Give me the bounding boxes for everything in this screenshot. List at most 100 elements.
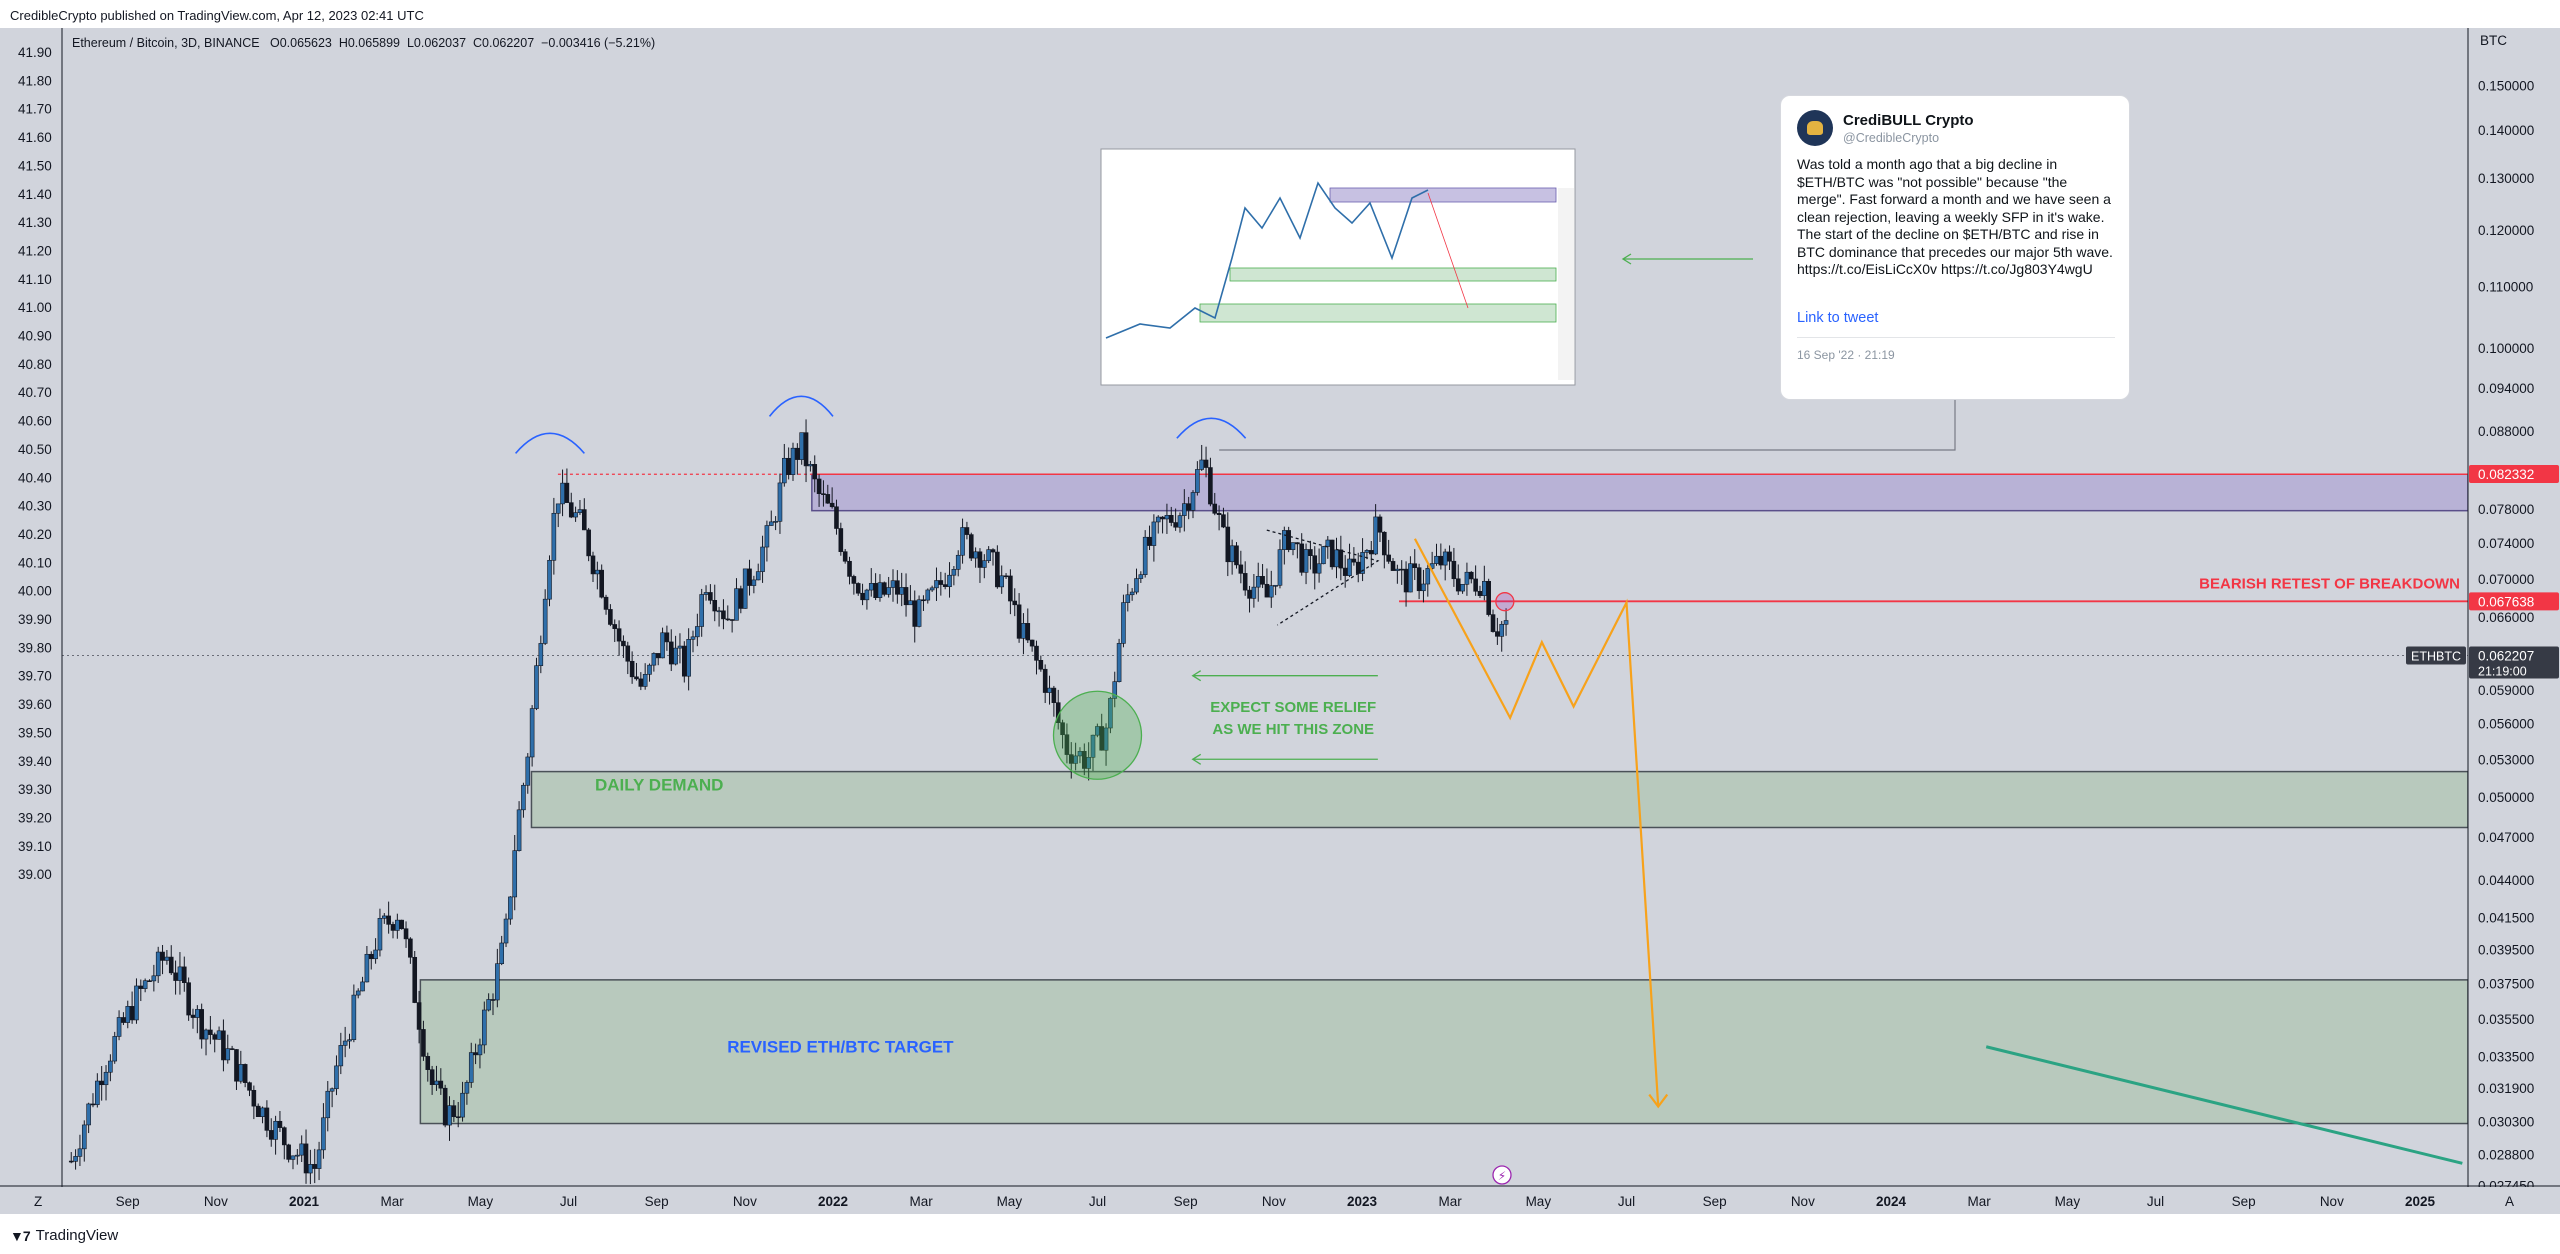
candle-body [468,1052,474,1083]
candle-body [1377,516,1383,533]
candle-body [738,588,744,609]
candle-body [429,1069,435,1085]
right-axis-tick: 0.041500 [2478,911,2534,926]
candle-body [1099,726,1105,751]
candle-body [982,560,987,568]
left-axis-tick: 40.90 [18,329,52,344]
thumb-price-line [1105,181,1429,339]
auto-scale-button[interactable]: A [2505,1194,2514,1209]
left-axis-tick: 40.30 [18,499,52,514]
candle-body [1129,591,1135,596]
candle-body [295,1154,300,1157]
candle-body [764,525,770,548]
chart-frame[interactable]: DAILY DEMAND REVISED ETH/BTC TARGET EXPECT… [0,28,2560,1214]
candle-body [173,972,178,981]
candle-body [525,756,531,786]
candle-body [1286,530,1291,550]
candle-body [860,592,865,601]
candle-body [242,1064,248,1083]
left-price-axis: 41.90 41.80 41.70 41.60 41.50 41.40 41.30 41.20… [0,28,63,1200]
left-axis-tick: 41.50 [18,158,52,173]
candle-body [521,784,526,811]
current-price-bg [2469,646,2559,679]
left-axis-tick: 41.40 [18,187,52,202]
right-axis-bg [2468,28,2560,1200]
candle-body [625,645,631,662]
candle-body [629,660,635,678]
time-axis-tick: Mar [1968,1194,1992,1209]
left-axis-bg [0,28,62,1200]
candle-body [742,568,748,609]
candle-body [442,1087,448,1126]
candle-body [1042,668,1048,693]
time-axis-tick: Jul [560,1194,577,1209]
candle-body [286,1144,291,1160]
sfp-arc [514,432,585,454]
candle-body [1338,549,1344,569]
left-axis-tick: 41.90 [18,45,52,60]
candle-body [1268,585,1274,598]
left-axis-tick: 40.80 [18,357,52,372]
candle-body [1468,571,1474,580]
candle-body [1395,568,1400,571]
left-axis-tick: 40.10 [18,555,52,570]
open-label: O [270,36,280,50]
tradingview-logo[interactable]: ▼7 TradingView [10,1227,118,1244]
right-price-axis: BTC 0.150000 0.140000 0.130000 0.120000 0.110… [2406,28,2560,1214]
candle-body [129,1006,135,1021]
chart-svg[interactable]: DAILY DEMAND REVISED ETH/BTC TARGET EXPECT… [0,28,2560,1214]
candle-body [403,928,409,940]
candle-body [595,569,600,575]
candle-body [377,918,383,951]
candle-body [651,653,657,666]
candle-body [1299,543,1305,573]
bottom-bar: ▼7 TradingView [0,1214,2560,1254]
candle-body [751,579,757,586]
candle-body [412,956,418,1003]
candle-body [1051,687,1057,703]
zone-revised-target [419,979,2469,1125]
candle-body [1368,550,1374,555]
candle-body [1142,536,1148,575]
candle-body [1112,681,1118,699]
candle-body [1138,574,1144,579]
trendline [1985,1045,2463,1165]
candle-body [968,534,974,559]
publisher-line: CredibleCrypto published on TradingView.… [10,8,424,23]
candle-body [1203,459,1209,468]
lightning-icon[interactable] [1492,1165,1512,1185]
right-axis-tick: 0.047000 [2478,830,2534,845]
candle-body [721,610,726,620]
candle-body [1121,602,1126,644]
candle-body [147,980,152,982]
candle-body [425,1056,431,1070]
candle-body [490,999,496,1001]
top-bar: CredibleCrypto published on TradingView.… [0,0,2560,28]
candle-body [125,1006,131,1023]
candle-body [151,975,157,982]
z-button[interactable]: Z [34,1194,42,1209]
time-axis-tick: Jul [1618,1194,1635,1209]
open-value: 0.065623 [279,36,332,50]
candle-body [1068,754,1074,764]
candle-body [1490,614,1496,632]
breakdown-price-label-bg [2469,592,2559,611]
candle-body [460,1092,465,1118]
candle-body [873,583,878,598]
candle-body [281,1127,287,1146]
thumb-demand-zone-2 [1199,303,1557,323]
candle-body [455,1116,461,1119]
tweet-image[interactable] [1100,148,1576,386]
candle-body [925,589,931,601]
candle-body [912,600,918,627]
tweet-link[interactable]: Link to tweet [1797,310,1879,326]
embedded-tweet[interactable]: CrediBULL Crypto @CredibleCrypto Was tol… [1780,95,2130,400]
candle-body [238,1064,244,1082]
time-axis-tick: Nov [1791,1194,1815,1209]
left-axis-tick: 40.20 [18,527,52,542]
avatar [1797,110,1833,146]
candle-body [942,584,948,587]
countdown-label: 21:19:00 [2478,665,2527,679]
time-axis-tick: May [468,1194,494,1209]
candle-body [1255,576,1261,588]
